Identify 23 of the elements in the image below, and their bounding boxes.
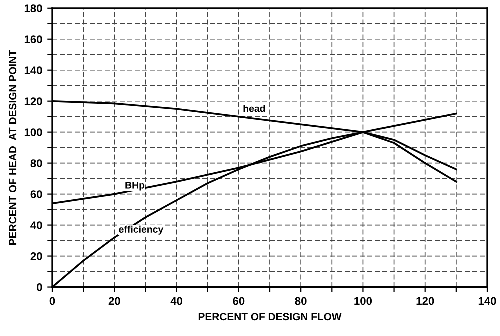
- y-tick-label: 160: [24, 36, 42, 44]
- y-tick-label: 20: [30, 252, 42, 260]
- y-tick-label: 140: [24, 66, 42, 75]
- x-tick-label: 140: [478, 297, 496, 306]
- x-tick-label: 60: [233, 297, 245, 306]
- annotation: head: [244, 105, 266, 112]
- x-tick-label: 20: [108, 297, 120, 306]
- y-tick-label: 40: [30, 222, 42, 230]
- y-tick-label: 180: [24, 4, 42, 13]
- annotation: BHp: [126, 182, 145, 191]
- y-tick-label: 120: [24, 98, 42, 106]
- x-tick-label: 80: [295, 297, 307, 306]
- y-tick-label: 80: [30, 160, 42, 168]
- annotation: efficiency: [119, 226, 164, 235]
- x-tick-label: 120: [416, 297, 434, 306]
- y-tick-label: 60: [30, 190, 42, 198]
- y-tick-label: 100: [24, 128, 42, 136]
- x-axis-title: PERCENT OF DESIGN FLOW: [198, 313, 342, 321]
- x-tick-label: 40: [170, 297, 183, 306]
- y-axis-title: PERCENT OF HEAD AT DESIGN POINT: [9, 50, 17, 245]
- x-tick-label: 100: [354, 297, 372, 306]
- y-tick-label: 0: [37, 284, 42, 292]
- x-tick-label: 0: [50, 297, 56, 306]
